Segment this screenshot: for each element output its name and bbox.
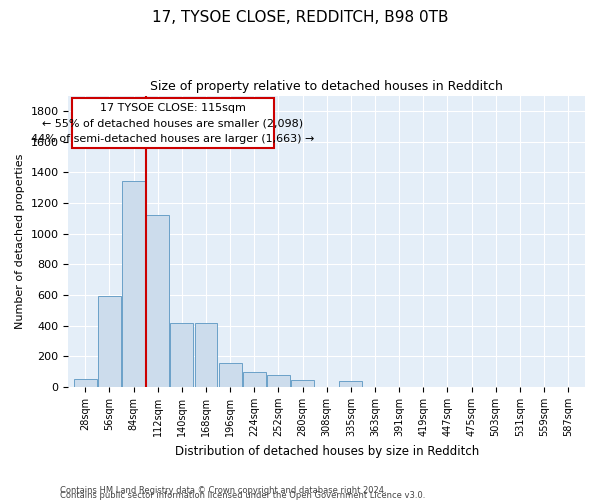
Bar [72, 98, 274, 148]
Bar [218, 363, 242, 387]
Bar [122, 182, 145, 387]
Text: 17 TYSOE CLOSE: 115sqm: 17 TYSOE CLOSE: 115sqm [100, 103, 246, 113]
Bar [98, 296, 121, 387]
Bar [243, 372, 266, 387]
Title: Size of property relative to detached houses in Redditch: Size of property relative to detached ho… [150, 80, 503, 93]
Text: 17, TYSOE CLOSE, REDDITCH, B98 0TB: 17, TYSOE CLOSE, REDDITCH, B98 0TB [152, 10, 448, 25]
Text: ← 55% of detached houses are smaller (2,098): ← 55% of detached houses are smaller (2,… [42, 118, 304, 128]
Y-axis label: Number of detached properties: Number of detached properties [15, 154, 25, 329]
Bar [267, 374, 290, 387]
Bar [340, 381, 362, 387]
Text: Contains public sector information licensed under the Open Government Licence v3: Contains public sector information licen… [60, 490, 425, 500]
Bar [146, 215, 169, 387]
Bar [170, 322, 193, 387]
Bar [74, 380, 97, 387]
X-axis label: Distribution of detached houses by size in Redditch: Distribution of detached houses by size … [175, 444, 479, 458]
Bar [291, 380, 314, 387]
Text: Contains HM Land Registry data © Crown copyright and database right 2024.: Contains HM Land Registry data © Crown c… [60, 486, 386, 495]
Text: 44% of semi-detached houses are larger (1,663) →: 44% of semi-detached houses are larger (… [31, 134, 314, 144]
Bar [194, 322, 217, 387]
